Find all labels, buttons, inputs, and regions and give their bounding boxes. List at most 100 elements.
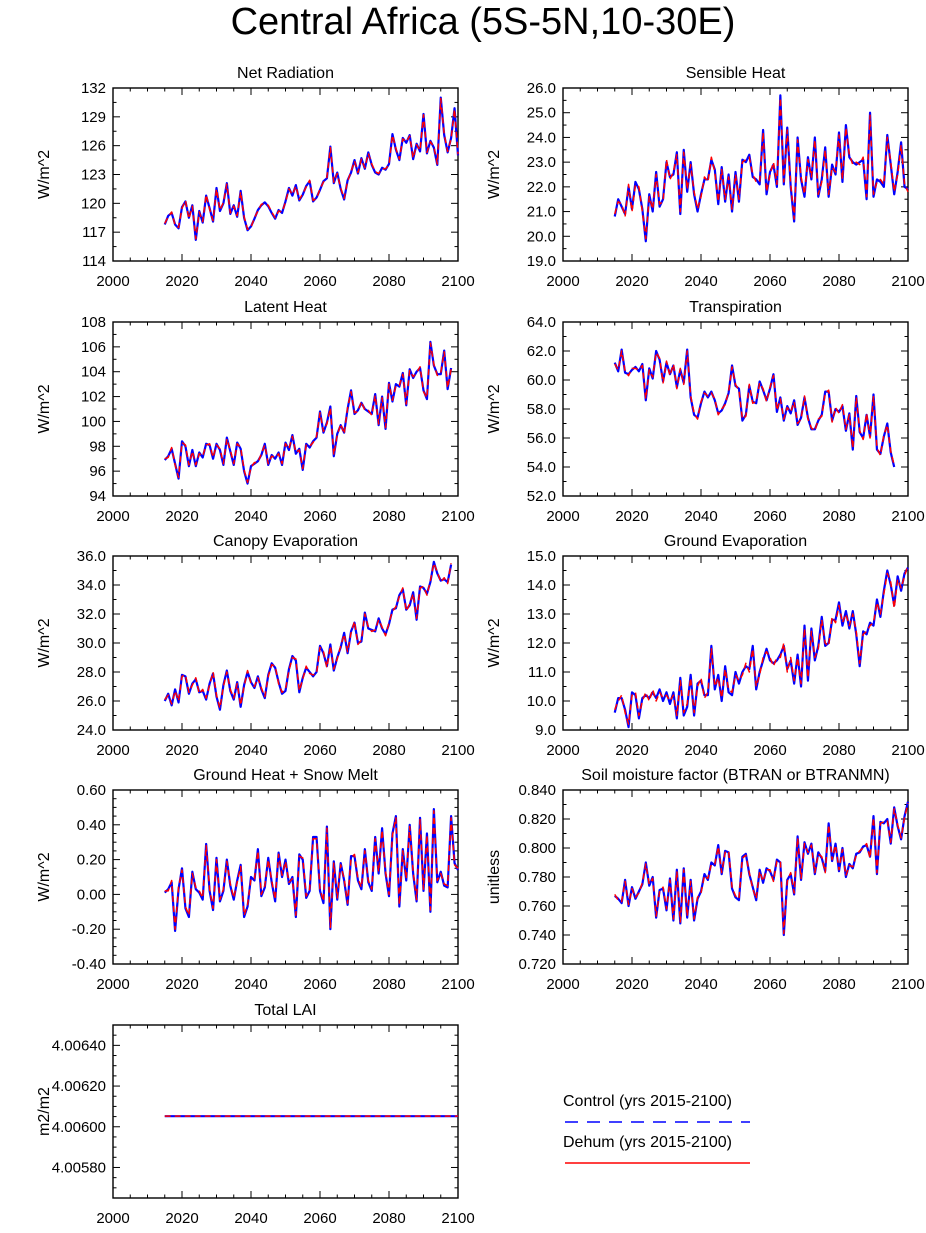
y-tick-label: 21.0 [527,204,556,221]
y-tick-label: 0.00 [77,886,106,903]
series-line-control-yrs-2015-2100 [614,801,910,937]
panel-title: Transpiration [689,299,782,316]
plot-frame [112,1024,459,1199]
x-tick-label: 2020 [615,508,648,525]
panel-title: Ground Evaporation [664,533,807,550]
y-tick-label: 106 [81,339,106,356]
plot-frame [112,321,459,497]
x-tick-label: 2080 [372,1210,405,1227]
y-tick-label: 4.00600 [52,1119,106,1136]
x-tick-label: 2080 [372,273,405,290]
series-line-dehum-yrs-2015-2100 [164,810,459,930]
y-tick-label: 102 [81,389,106,406]
x-tick-label: 2060 [303,976,336,993]
legend: Control (yrs 2015-2100) Dehum (yrs 2015-… [563,1093,750,1164]
y-tick-label: 15.0 [527,548,556,565]
panel-title: Soil moisture factor (BTRAN or BTRANMN) [581,767,890,784]
series-line-dehum-yrs-2015-2100 [614,97,909,240]
x-tick-label: 2040 [234,273,267,290]
y-tick-label: 0.780 [518,869,556,886]
y-tick-label: 26.0 [77,693,106,710]
y-tick-label: 98 [89,438,106,455]
y-tick-label: 114 [82,253,106,270]
x-tick-label: 2020 [165,273,198,290]
x-tick-label: 2080 [372,742,405,759]
x-tick-label: 2100 [891,976,924,993]
x-tick-label: 2060 [753,508,786,525]
series-line-dehum-yrs-2015-2100 [614,350,895,466]
y-axis-label: unitless [486,850,503,904]
y-tick-label: 23.0 [527,154,556,171]
y-tick-label: 4.00640 [52,1037,106,1054]
x-tick-label: 2060 [753,273,786,290]
x-tick-label: 2040 [684,742,717,759]
y-tick-label: 132 [81,80,106,97]
y-tick-label: 126 [81,138,106,155]
plot-frame [112,555,459,731]
y-tick-label: 60.0 [527,372,556,389]
x-tick-label: 2000 [96,1210,129,1227]
plot-frame [562,789,909,965]
plot-frame [112,87,459,262]
x-tick-label: 2100 [441,742,474,759]
x-tick-label: 2000 [96,273,129,290]
y-tick-label: 94 [89,488,106,505]
y-tick-label: 9.0 [535,722,556,739]
x-tick-label: 2020 [165,1210,198,1227]
x-tick-label: 2060 [753,742,786,759]
y-tick-label: 108 [81,314,106,331]
x-tick-label: 2000 [96,976,129,993]
x-tick-label: 2100 [441,273,474,290]
x-tick-label: 2100 [891,742,924,759]
series-line-control-yrs-2015-2100 [163,96,460,241]
y-tick-label: 0.740 [518,927,556,944]
y-tick-label: 0.800 [518,840,556,857]
y-tick-label: 100 [81,413,106,430]
x-tick-label: 2020 [615,742,648,759]
x-tick-label: 2060 [303,508,336,525]
series-line-control-yrs-2015-2100 [613,348,896,468]
x-tick-label: 2100 [891,508,924,525]
x-tick-label: 2020 [615,273,648,290]
y-tick-label: 129 [81,109,106,126]
y-tick-label: 26.0 [527,80,556,97]
y-tick-label: 123 [81,167,106,184]
series-line-dehum-yrs-2015-2100 [164,97,459,240]
y-tick-label: 34.0 [77,577,106,594]
y-tick-label: 10.0 [527,693,556,710]
panel-title: Net Radiation [237,65,334,82]
y-tick-label: 4.00620 [52,1078,106,1095]
y-tick-label: 14.0 [527,577,556,594]
series-line-dehum-yrs-2015-2100 [614,564,909,725]
y-tick-label: 13.0 [527,606,556,623]
x-tick-label: 2040 [234,742,267,759]
x-tick-label: 2000 [546,273,579,290]
x-tick-label: 2080 [372,508,405,525]
panel-soil-moisture-factor: Soil moisture factor (BTRAN or BTRANMN) u… [486,767,925,993]
y-tick-label: 54.0 [527,459,556,476]
y-tick-label: 28.0 [77,664,106,681]
y-axis-label: W/m^2 [486,618,503,667]
panel-total-lai: Total LAI m2/m2 2000 2020 2040 2060 2080 2100 4.… [36,1002,475,1227]
y-tick-label: 0.820 [518,811,556,828]
x-tick-label: 2080 [372,976,405,993]
y-tick-label: 0.760 [518,898,556,915]
y-tick-label: 30.0 [77,635,106,652]
x-tick-label: 2040 [684,273,717,290]
x-tick-label: 2100 [891,273,924,290]
x-tick-label: 2000 [546,742,579,759]
y-tick-label: 4.00580 [52,1159,106,1176]
panel-title: Latent Heat [244,299,327,316]
series-line-control-yrs-2015-2100 [163,340,453,485]
y-tick-label: 20.0 [527,228,556,245]
x-tick-label: 2080 [822,273,855,290]
y-tick-label: -0.40 [72,956,106,973]
x-tick-label: 2020 [165,976,198,993]
y-tick-label: 62.0 [527,343,556,360]
y-tick-label: 19.0 [527,253,556,270]
y-axis-label: W/m^2 [36,384,53,433]
panel-transpiration: Transpiration W/m^2 2000 2020 2040 2060 2080 21… [486,299,925,525]
x-tick-label: 2060 [303,1210,336,1227]
x-tick-label: 2000 [96,742,129,759]
